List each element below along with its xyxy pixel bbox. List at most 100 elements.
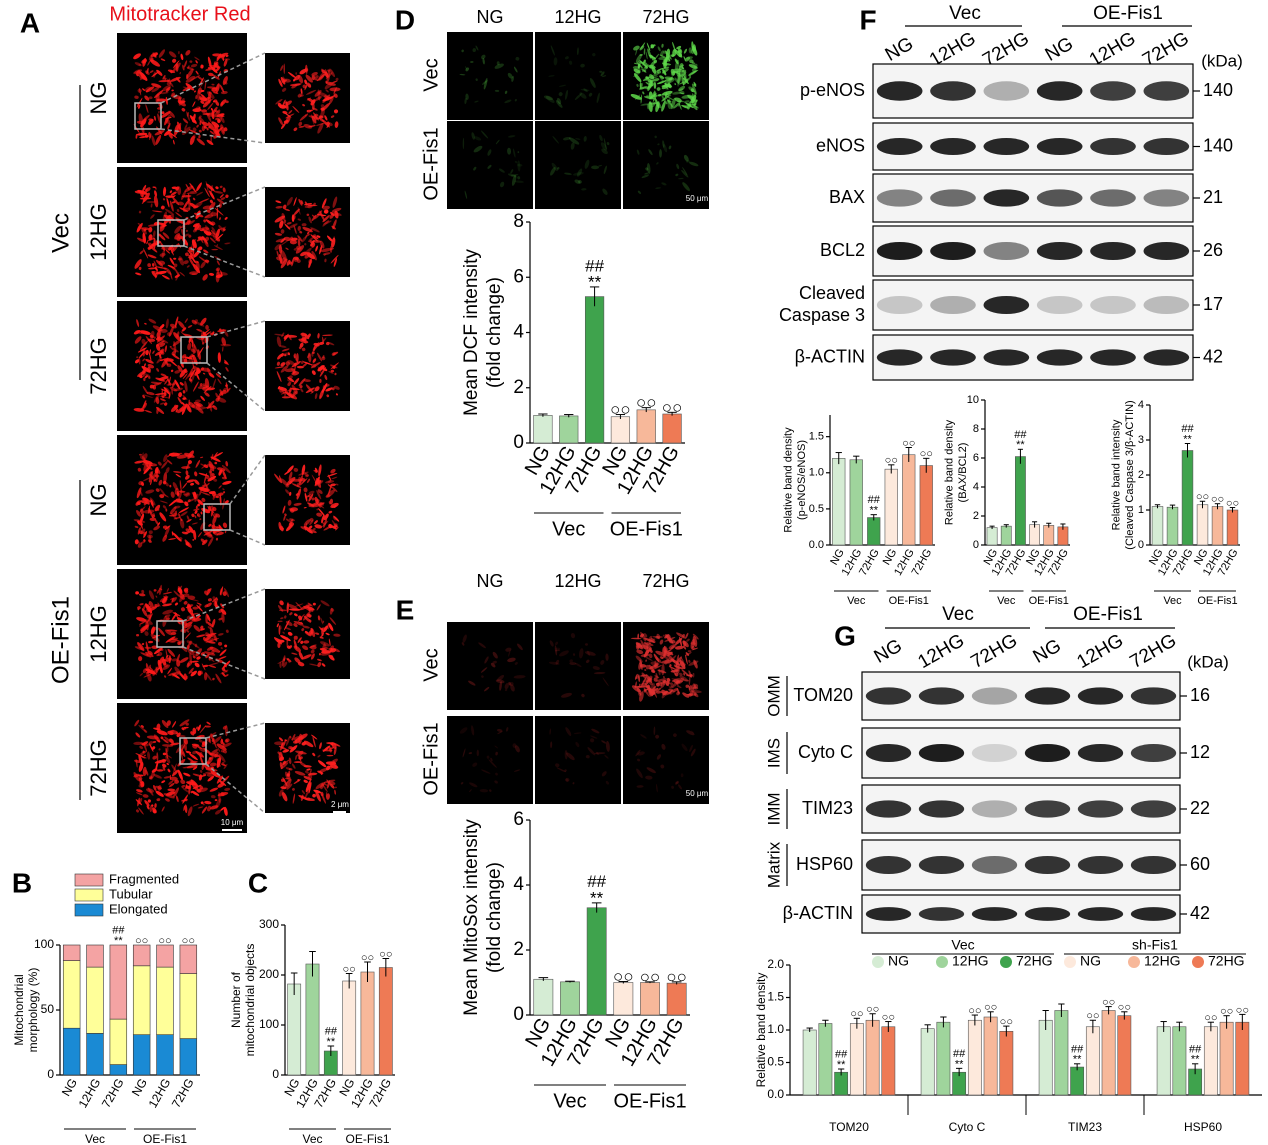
kda-label: 26 — [1203, 240, 1223, 260]
texture — [216, 260, 220, 266]
legend-label: 72HG — [1208, 953, 1245, 969]
blot-band — [1036, 138, 1083, 155]
texture — [208, 523, 212, 527]
texture — [201, 491, 211, 496]
texture — [320, 248, 332, 253]
texture — [282, 87, 287, 92]
texture — [304, 235, 307, 239]
legend-label: Tubular — [109, 886, 153, 901]
group-label: Vec — [47, 213, 74, 253]
texture — [143, 539, 146, 542]
texture — [332, 516, 336, 521]
blot-band — [930, 189, 976, 207]
texture — [332, 211, 342, 216]
texture — [155, 519, 159, 525]
texture — [274, 232, 283, 236]
group-label: Vec — [553, 1090, 586, 1112]
texture — [296, 259, 301, 263]
texture — [297, 218, 301, 221]
texture — [212, 378, 216, 389]
texture — [155, 52, 158, 56]
texture — [160, 111, 171, 118]
texture — [173, 470, 182, 474]
texture — [275, 98, 283, 105]
texture — [215, 66, 221, 72]
texture — [330, 115, 335, 118]
texture — [175, 408, 178, 413]
texture — [195, 60, 198, 64]
texture — [137, 467, 142, 472]
texture — [199, 518, 202, 521]
blot-band — [1024, 907, 1071, 921]
texture — [169, 214, 175, 220]
texture — [184, 501, 189, 507]
texture — [300, 88, 303, 95]
texture — [215, 397, 220, 402]
texture — [187, 249, 194, 253]
texture — [206, 127, 209, 131]
texture — [196, 138, 205, 146]
texture — [293, 364, 297, 373]
texture — [155, 134, 162, 146]
x-tick-label: NG — [129, 1076, 150, 1099]
texture — [158, 338, 169, 344]
texture — [205, 181, 209, 193]
texture — [173, 62, 181, 72]
texture — [293, 197, 297, 207]
texture — [275, 200, 282, 204]
bar — [919, 465, 933, 546]
texture — [148, 376, 151, 380]
texture — [279, 220, 284, 229]
texture — [165, 508, 168, 512]
texture — [141, 338, 146, 345]
texture — [147, 363, 155, 369]
blot-band — [865, 907, 912, 921]
blot-band — [1077, 800, 1124, 818]
texture — [138, 266, 142, 271]
bar-segment — [132, 944, 151, 967]
bar — [920, 1028, 935, 1096]
texture — [188, 257, 195, 268]
texture — [151, 270, 157, 278]
x-tick-label: TOM20 — [829, 1120, 869, 1134]
texture — [328, 370, 334, 374]
texture — [174, 379, 181, 390]
panel-letter: F — [859, 4, 876, 35]
texture — [287, 377, 295, 383]
row-label: 72HG — [86, 739, 111, 796]
texture — [311, 370, 316, 375]
blot-band — [865, 800, 912, 818]
y-axis-label: Relative band density — [783, 427, 795, 533]
bar — [662, 413, 682, 444]
texture — [218, 226, 227, 231]
texture — [319, 378, 322, 384]
blot-band — [1024, 687, 1071, 705]
annotation: ** — [1073, 1054, 1082, 1066]
texture — [217, 352, 222, 363]
y-tick-label: 1.0 — [809, 467, 824, 479]
texture — [138, 210, 142, 214]
kda-label: 140 — [1203, 80, 1233, 100]
group-label: OE-Fis1 — [613, 1090, 686, 1112]
texture — [280, 362, 286, 367]
texture — [176, 454, 189, 459]
y-axis-label: Relative band density — [754, 973, 768, 1088]
kda-label: 42 — [1203, 346, 1223, 366]
protein-label: BCL2 — [820, 240, 865, 260]
texture — [334, 372, 337, 376]
kda-label: 12 — [1190, 742, 1210, 762]
bar-segment — [62, 944, 81, 961]
texture — [139, 250, 144, 255]
texture — [148, 318, 157, 324]
texture — [185, 474, 190, 480]
texture — [293, 78, 296, 82]
texture — [167, 264, 176, 269]
texture — [177, 365, 183, 373]
texture — [189, 115, 197, 124]
texture — [280, 365, 289, 373]
texture — [326, 70, 331, 83]
texture — [190, 482, 194, 486]
texture — [286, 222, 292, 225]
blot-band — [1130, 687, 1177, 705]
annotation: ○○ — [379, 948, 392, 960]
